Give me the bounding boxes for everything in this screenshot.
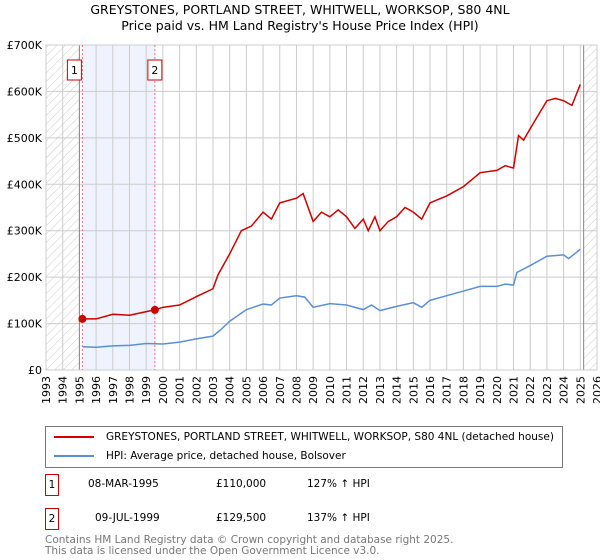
sale-label-box [66,59,82,81]
x-tick-label: 2006 [257,376,270,404]
x-tick-label: 2003 [207,376,220,404]
legend: GREYSTONES, PORTLAND STREET, WHITWELL, W… [45,426,563,468]
x-tick-label: 1994 [57,376,70,404]
x-tick-label: 2005 [240,376,253,404]
hatch-after-data [583,45,597,370]
x-tick-label: 2018 [457,376,470,404]
x-tick-label: 2008 [290,376,303,404]
x-tick-label: 1993 [40,376,53,404]
x-tick-label: 2019 [474,376,487,404]
sale-price-1: £110,000 [216,478,267,490]
sale-hpi-2: 137% ↑ HPI [307,512,370,524]
x-tick-label: 2024 [558,376,571,404]
chart-subtitle: Price paid vs. HM Land Registry's House … [121,18,479,33]
legend-item-property: GREYSTONES, PORTLAND STREET, WHITWELL, W… [54,429,554,445]
sale-date-2: 09-JUL-1999 [95,512,160,524]
sale-label-box [147,59,163,81]
x-tick-label: 2011 [341,376,354,404]
x-tick-label: 2000 [157,376,170,404]
sale-badge-1: 1 [45,474,59,496]
sale-date-1: 08-MAR-1995 [88,478,159,490]
x-tick-label: 2014 [391,376,404,404]
x-tick-label: 2002 [190,376,203,404]
x-tick-label: 2023 [541,376,554,404]
y-tick-label: £100K [7,318,43,331]
x-tick-label: 2026 [591,376,600,404]
legend-label: HPI: Average price, detached house, Bols… [106,450,346,462]
sale-price-2: £129,500 [216,512,267,524]
x-tick-label: 1998 [123,376,136,404]
sale-hpi-1: 127% ↑ HPI [307,478,370,490]
hpi-line [82,248,581,349]
y-tick-label: £500K [7,132,43,145]
y-tick-label: £600K [7,85,43,98]
sale-point [78,314,87,323]
x-tick-label: 1996 [90,376,103,404]
legend-swatch-red [54,436,94,438]
footer-copyright: Contains HM Land Registry data © Crown c… [45,534,454,546]
x-tick-label: 2001 [174,376,187,404]
x-tick-label: 2021 [508,376,521,404]
plot-frame [45,44,598,371]
chart-title: GREYSTONES, PORTLAND STREET, WHITWELL, W… [90,2,510,17]
sale-badge-2: 2 [45,508,59,530]
x-tick-label: 2017 [441,376,454,404]
x-tick-label: 2025 [574,376,587,404]
footer-licence: This data is licensed under the Open Gov… [45,545,380,557]
sale-label: 1 [71,64,78,77]
x-tick-label: 2004 [224,376,237,404]
legend-label: GREYSTONES, PORTLAND STREET, WHITWELL, W… [106,431,554,443]
y-tick-label: £0 [28,364,42,377]
legend-swatch-blue [54,455,94,457]
price-line [82,84,581,320]
owned-period-shade [82,45,155,370]
x-tick-label: 2016 [424,376,437,404]
x-tick-label: 2010 [324,376,337,404]
x-tick-label: 1997 [107,376,120,404]
x-tick-label: 2022 [524,376,537,404]
legend-item-hpi: HPI: Average price, detached house, Bols… [54,448,346,464]
sale-label: 2 [151,64,158,77]
x-tick-label: 2013 [374,376,387,404]
x-tick-label: 2020 [491,376,504,404]
x-tick-label: 2012 [357,376,370,404]
x-tick-label: 1999 [140,376,153,404]
x-tick-label: 2009 [307,376,320,404]
y-tick-label: £700K [7,39,43,52]
plot-area: 1993 1994 1995 1996 1997 1998 1999 2000 2001 2002… [7,39,600,404]
y-tick-label: £300K [7,225,43,238]
x-tick-label: 2015 [407,376,420,404]
sale-point [150,305,159,314]
x-tick-label: 2007 [274,376,287,404]
y-tick-label: £400K [7,178,43,191]
y-tick-label: £200K [7,271,43,284]
x-tick-label: 1995 [73,376,86,404]
